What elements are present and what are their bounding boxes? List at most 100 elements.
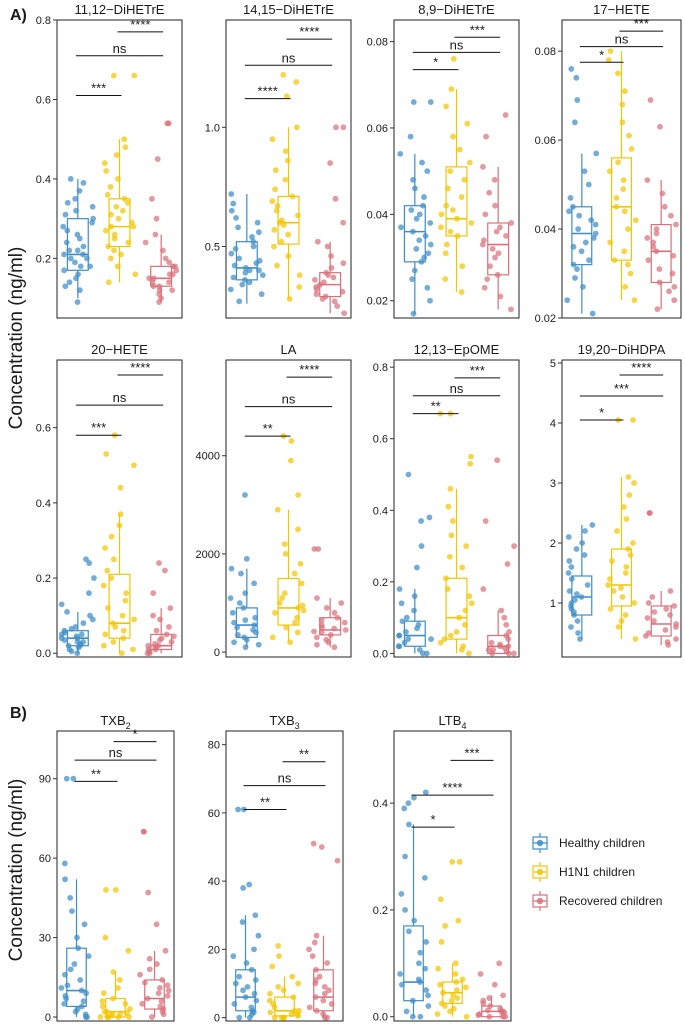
data-point	[287, 639, 294, 646]
data-point	[494, 271, 501, 278]
data-point	[330, 274, 337, 281]
y-tick-label: 0	[214, 647, 220, 659]
data-point	[341, 619, 348, 626]
data-point	[342, 627, 349, 633]
data-point	[331, 644, 338, 651]
data-point	[67, 894, 74, 901]
data-point	[291, 570, 298, 577]
data-point	[272, 609, 278, 616]
data-point	[450, 1005, 457, 1012]
panel-title: 17−HETE	[593, 2, 650, 17]
data-point	[511, 650, 517, 657]
data-point	[152, 640, 158, 647]
data-point	[588, 217, 595, 224]
data-point	[656, 266, 663, 272]
data-point	[420, 202, 426, 209]
data-point	[72, 259, 78, 266]
data-point	[246, 881, 253, 888]
significance-label: ****	[299, 362, 319, 377]
data-point	[256, 267, 262, 274]
data-point	[611, 257, 618, 264]
data-point	[427, 99, 434, 105]
data-point	[467, 460, 474, 467]
data-point	[233, 214, 239, 221]
data-point	[613, 203, 620, 210]
data-point	[454, 995, 461, 1001]
data-point	[146, 966, 153, 973]
data-point	[508, 220, 515, 226]
data-point	[250, 238, 257, 245]
data-point	[243, 960, 250, 966]
data-point	[437, 981, 443, 988]
data-point	[130, 646, 136, 653]
plot-frame	[393, 19, 520, 319]
data-point	[592, 230, 599, 237]
data-point	[606, 168, 613, 175]
y-tick-label: 2	[550, 538, 556, 550]
data-point	[327, 632, 334, 638]
significance-label: ns	[109, 745, 123, 760]
data-point	[621, 208, 628, 215]
data-point	[109, 1011, 116, 1018]
data-point	[296, 284, 303, 290]
data-point	[234, 632, 241, 638]
significance-label: ***	[91, 80, 106, 95]
data-point	[572, 119, 578, 126]
data-point	[423, 650, 430, 657]
data-point	[251, 990, 258, 997]
significance-label: ns	[282, 392, 296, 407]
data-point	[258, 291, 265, 298]
data-point	[115, 984, 121, 991]
data-point	[236, 1014, 243, 1021]
data-point	[631, 600, 638, 606]
data-point	[480, 163, 486, 170]
data-point	[581, 552, 588, 558]
data-point	[480, 237, 487, 244]
data-point	[296, 1007, 302, 1014]
plot-frame	[56, 730, 175, 1022]
data-point	[275, 943, 282, 949]
data-point	[449, 518, 456, 524]
data-point	[101, 160, 108, 166]
data-point	[405, 471, 412, 478]
data-point	[623, 516, 630, 522]
y-tick-label: 0.2	[36, 573, 51, 585]
data-point	[663, 606, 670, 612]
data-point	[593, 150, 600, 157]
data-point	[476, 1011, 483, 1017]
data-point	[314, 238, 321, 245]
significance-label: **	[260, 794, 270, 809]
data-point	[413, 215, 420, 222]
panel-title-subscript: 2	[126, 721, 131, 731]
data-point	[667, 612, 673, 618]
data-point	[165, 987, 172, 994]
data-point	[428, 636, 434, 643]
data-point	[104, 567, 111, 574]
data-point	[503, 233, 509, 239]
data-point	[494, 457, 501, 464]
legend: Healthy children H1N1 children Recovered…	[532, 833, 662, 911]
data-point	[452, 971, 459, 977]
data-point	[456, 858, 463, 865]
data-point	[495, 250, 502, 257]
data-point	[463, 543, 470, 549]
significance-label: ns	[450, 37, 464, 52]
data-point	[115, 215, 122, 222]
data-point	[442, 250, 449, 257]
data-point	[236, 255, 243, 262]
panel-title-text: 14,15−DiHETrE	[243, 2, 334, 17]
data-point	[272, 186, 278, 193]
data-point	[248, 1004, 255, 1011]
data-point	[86, 590, 92, 596]
panel-title-text: TXB	[269, 713, 294, 728]
data-point	[417, 1013, 424, 1020]
data-point	[100, 990, 107, 997]
data-point	[671, 603, 678, 609]
data-point	[242, 276, 248, 283]
data-point	[297, 560, 304, 567]
data-point	[83, 556, 89, 563]
data-point	[483, 133, 489, 140]
data-point	[437, 639, 444, 646]
y-tick-label: 0.8	[36, 15, 51, 27]
data-point	[582, 239, 589, 246]
